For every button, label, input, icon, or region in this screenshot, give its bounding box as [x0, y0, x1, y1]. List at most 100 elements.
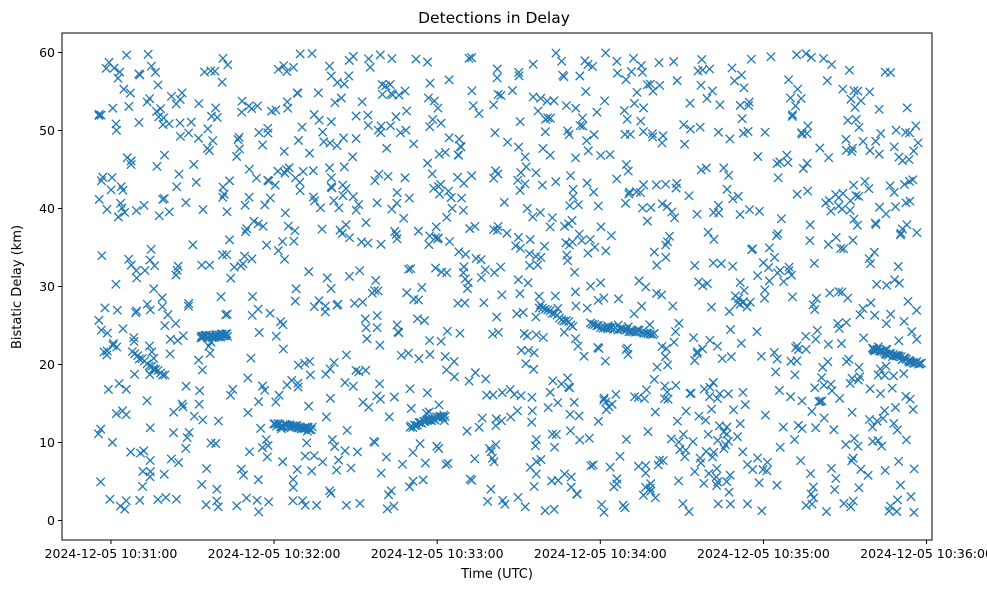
detection-marker [213, 502, 223, 512]
detection-marker [638, 490, 649, 500]
detection-marker [679, 120, 689, 130]
detection-marker [165, 349, 175, 359]
detection-marker [442, 212, 452, 223]
detection-marker [747, 464, 758, 475]
detection-marker [585, 281, 596, 291]
detection-marker [144, 341, 155, 351]
detection-marker [302, 438, 312, 448]
detection-marker [876, 128, 886, 139]
detection-marker [341, 500, 352, 510]
detection-marker [792, 356, 802, 366]
detection-marker [223, 60, 233, 70]
detection-marker [241, 493, 252, 503]
detection-marker [853, 375, 864, 385]
detection-marker [612, 68, 623, 78]
detection-marker [641, 385, 652, 395]
detection-marker [690, 466, 700, 477]
detection-marker [160, 370, 170, 380]
detection-marker [790, 343, 801, 353]
detection-marker [171, 494, 182, 504]
detection-marker [372, 322, 382, 333]
detection-marker [880, 465, 890, 476]
detection-marker [629, 309, 639, 319]
detection-marker [839, 498, 849, 509]
detection-marker [131, 308, 141, 318]
detection-marker [865, 384, 875, 394]
detection-marker [684, 506, 694, 517]
detection-marker [168, 427, 179, 438]
detection-marker [203, 124, 213, 134]
detection-marker [821, 506, 832, 517]
detection-marker [512, 406, 523, 416]
detection-marker [908, 404, 918, 415]
detection-marker [96, 325, 107, 335]
detection-marker [329, 195, 339, 206]
detection-marker [303, 401, 314, 411]
detection-marker [593, 295, 603, 306]
detection-marker [490, 128, 500, 138]
detection-marker [705, 335, 715, 345]
detection-marker [900, 127, 911, 138]
detection-marker [792, 50, 802, 60]
detection-marker [372, 310, 382, 321]
detection-marker [553, 303, 563, 314]
detection-marker [570, 334, 581, 344]
detection-marker [775, 265, 785, 276]
detection-marker [847, 143, 858, 153]
detection-marker [537, 303, 548, 313]
detection-marker [701, 163, 711, 173]
detection-marker [834, 393, 845, 404]
detection-marker [876, 441, 887, 451]
detection-marker [612, 474, 622, 484]
detection-marker [465, 223, 475, 234]
detection-marker [346, 463, 356, 473]
detection-marker [374, 379, 385, 389]
detection-marker [801, 331, 811, 341]
detection-marker [760, 127, 770, 137]
detection-marker [433, 234, 443, 244]
detection-marker [816, 372, 827, 383]
detection-marker [674, 437, 684, 447]
detection-marker [701, 415, 711, 425]
detection-marker [899, 316, 909, 327]
detection-marker [735, 209, 745, 220]
detection-marker [836, 243, 846, 254]
detection-marker [599, 507, 609, 517]
detection-marker [279, 254, 290, 264]
detection-marker [537, 180, 548, 190]
detection-marker [599, 293, 609, 303]
y-tick-label: 40 [39, 201, 55, 216]
detection-marker [680, 452, 690, 462]
detection-marker [204, 260, 215, 270]
detection-marker [339, 162, 349, 172]
detection-marker [124, 254, 134, 264]
detection-marker [743, 100, 754, 111]
detection-marker [912, 334, 922, 344]
detection-marker [524, 249, 535, 259]
detection-marker [96, 110, 106, 120]
detection-marker [119, 84, 129, 94]
detection-marker [145, 472, 155, 482]
detection-marker [631, 187, 642, 197]
detection-marker [291, 284, 301, 294]
detection-marker [308, 166, 318, 176]
detection-marker [290, 296, 300, 306]
detection-marker [843, 115, 853, 126]
detection-marker [845, 378, 855, 389]
detection-marker [211, 438, 221, 449]
detection-marker [120, 504, 130, 514]
detection-marker [226, 273, 236, 283]
detection-marker [363, 54, 374, 64]
detection-marker [735, 277, 745, 288]
detection-marker [467, 86, 477, 96]
detection-marker [314, 296, 324, 306]
detection-marker [382, 504, 392, 514]
detection-marker [533, 106, 543, 116]
detection-marker [159, 469, 169, 479]
detection-marker [145, 455, 155, 466]
detection-marker [358, 397, 368, 408]
detection-marker [422, 388, 433, 398]
detection-marker [916, 358, 927, 368]
detection-marker [464, 376, 474, 386]
detection-marker [373, 286, 383, 296]
